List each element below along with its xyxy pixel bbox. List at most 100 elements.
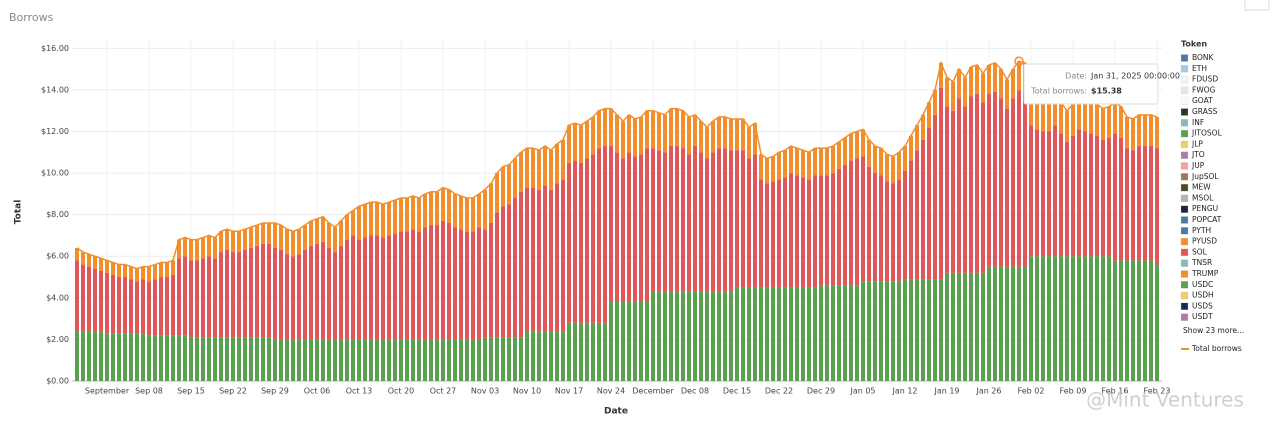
- bar-segment: [789, 146, 793, 174]
- bar-segment: [225, 337, 229, 381]
- bar-segment: [777, 179, 781, 288]
- bar-segment: [891, 183, 895, 282]
- bar-segment: [93, 331, 97, 381]
- bar-segment: [1113, 102, 1117, 134]
- bar-segment: [783, 177, 787, 288]
- bar-segment: [927, 127, 931, 280]
- legend-more[interactable]: Show 23 more...: [1183, 326, 1244, 335]
- y-tick-label: $6.00: [46, 252, 69, 261]
- bar-segment: [747, 158, 751, 288]
- bar-segment: [627, 301, 631, 381]
- bar-segment: [801, 287, 805, 381]
- bar-segment: [795, 175, 799, 288]
- x-tick-label: Dec 15: [723, 387, 751, 396]
- bar-segment: [861, 156, 865, 282]
- bar-segment: [501, 166, 505, 207]
- bar-segment: [93, 256, 97, 269]
- bar-segment: [621, 121, 625, 159]
- bar-segment: [375, 235, 379, 340]
- bar-segment: [513, 198, 517, 338]
- bar-segment: [531, 331, 535, 381]
- legend-swatch: [1180, 313, 1189, 321]
- y-tick-label: $0.00: [46, 377, 69, 386]
- bar-segment: [279, 250, 283, 340]
- bar-segment: [477, 339, 481, 381]
- bar-segment: [849, 160, 853, 286]
- bar-segment: [903, 279, 907, 381]
- bar-segment: [231, 252, 235, 338]
- bar-segment: [237, 231, 241, 253]
- bar-segment: [825, 175, 829, 286]
- bar-segment: [339, 245, 343, 340]
- legend-swatch: [1180, 291, 1189, 300]
- menu-box[interactable]: [1244, 0, 1270, 11]
- bar-segment: [105, 260, 109, 273]
- bar-segment: [423, 193, 427, 228]
- bar-segment: [933, 89, 937, 115]
- legend-swatch: [1180, 270, 1189, 278]
- bar-segment: [933, 279, 937, 381]
- legend-label: FDUSD: [1192, 75, 1218, 84]
- bar-segment: [1065, 256, 1069, 381]
- bar-segment: [921, 139, 925, 280]
- bar-segment: [975, 94, 979, 273]
- bar-segment: [855, 285, 859, 381]
- bar-segment: [333, 227, 337, 253]
- bar-segment: [1143, 146, 1147, 261]
- bar-segment: [423, 227, 427, 340]
- bar-segment: [447, 222, 451, 340]
- bar-segment: [771, 287, 775, 381]
- bar-segment: [825, 148, 829, 176]
- bar-segment: [879, 148, 883, 176]
- bar-segment: [417, 198, 421, 232]
- bar-segment: [435, 225, 439, 340]
- bar-segment: [855, 158, 859, 286]
- y-tick-label: $4.00: [46, 293, 69, 302]
- x-tick-label: Sep 08: [135, 387, 163, 396]
- bar-segment: [1005, 108, 1009, 267]
- bar-segment: [663, 291, 667, 381]
- bar-segment: [873, 281, 877, 381]
- y-tick-label: $8.00: [46, 210, 69, 219]
- bar-segment: [1011, 266, 1015, 381]
- bar-segment: [657, 112, 661, 151]
- bar-segment: [909, 135, 913, 161]
- bar-segment: [549, 189, 553, 332]
- bar-segment: [387, 202, 391, 236]
- hover-marker: [1014, 56, 1024, 66]
- bar-segment: [303, 225, 307, 251]
- bar-segment: [711, 152, 715, 292]
- bar-segment: [399, 198, 403, 232]
- bar-segment: [351, 339, 355, 381]
- legend-swatch: [1180, 97, 1189, 105]
- bar-segment: [1095, 135, 1099, 257]
- bar-segment: [555, 331, 559, 381]
- bar-segment: [459, 229, 463, 340]
- legend-swatch: [1180, 302, 1189, 311]
- bar-segment: [435, 339, 439, 381]
- bar-segment: [951, 81, 955, 111]
- bar-segment: [1113, 133, 1117, 261]
- bar-segment: [339, 339, 343, 381]
- bar-segment: [843, 285, 847, 381]
- bar-segment: [663, 114, 667, 153]
- bar-segment: [1113, 260, 1117, 381]
- bar-segment: [597, 148, 601, 323]
- bar-segment: [525, 187, 529, 332]
- x-tick-label: Nov 24: [597, 387, 625, 396]
- bar-segment: [135, 333, 139, 381]
- bar-segment: [801, 150, 805, 178]
- bar-segment: [645, 148, 649, 302]
- legend-swatch: [1180, 65, 1189, 73]
- bar-segment: [135, 281, 139, 334]
- bar-segment: [711, 121, 715, 153]
- bar-segment: [897, 152, 901, 180]
- bar-segment: [213, 258, 217, 338]
- bar-segment: [249, 247, 253, 338]
- bar-segment: [723, 291, 727, 381]
- bar-segment: [255, 337, 259, 381]
- bar-segment: [441, 339, 445, 381]
- bar-segment: [159, 262, 163, 278]
- bar-segment: [369, 202, 373, 236]
- bar-segment: [597, 110, 601, 149]
